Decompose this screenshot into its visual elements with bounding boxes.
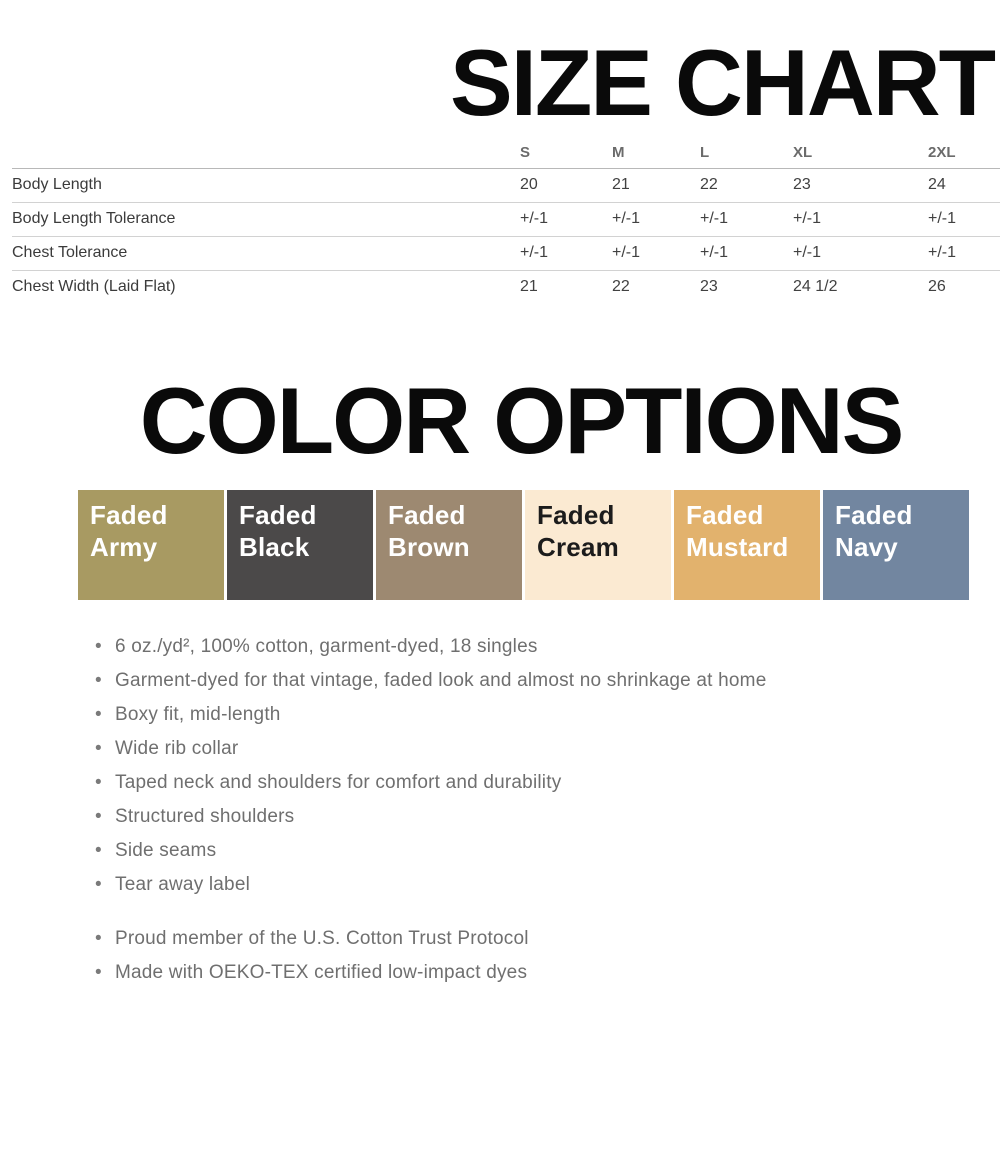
cell-value: +/-1 xyxy=(612,236,700,271)
size-column-header-xl: XL xyxy=(793,138,928,169)
cell-value: +/-1 xyxy=(928,236,1000,271)
cell-value: 22 xyxy=(700,168,793,203)
list-item: Structured shoulders xyxy=(93,800,1000,834)
list-item: 6 oz./yd², 100% cotton, garment-dyed, 18… xyxy=(93,630,1000,664)
cell-value: +/-1 xyxy=(612,202,700,237)
cell-value: 24 xyxy=(928,168,1000,203)
color-options-title: COLOR OPTIONS xyxy=(139,368,905,473)
row-label-body-length-tolerance: Body Length Tolerance xyxy=(12,202,520,237)
list-item: Side seams xyxy=(93,834,1000,868)
list-item: Garment-dyed for that vintage, faded loo… xyxy=(93,664,1000,698)
row-label-chest-width: Chest Width (Laid Flat) xyxy=(12,278,176,296)
cell-value: 20 xyxy=(520,168,612,203)
list-item: Boxy fit, mid-length xyxy=(93,698,1000,732)
cell-value: 26 xyxy=(928,278,946,296)
product-features: 6 oz./yd², 100% cotton, garment-dyed, 18… xyxy=(93,630,1000,990)
cell-value: 24 1/2 xyxy=(793,278,838,296)
color-swatch-faded-brown: Faded Brown xyxy=(376,490,522,600)
cell-value: +/-1 xyxy=(700,202,793,237)
table-row: Chest Tolerance +/-1 +/-1 +/-1 +/-1 +/-1 xyxy=(12,236,1000,271)
row-label-chest-tolerance: Chest Tolerance xyxy=(12,236,520,271)
list-item: Tear away label xyxy=(93,868,1000,902)
cell-value: 21 xyxy=(612,168,700,203)
cell-value: +/-1 xyxy=(520,236,612,271)
cell-value: 22 xyxy=(612,278,630,296)
color-swatch-faded-black: Faded Black xyxy=(227,490,373,600)
color-swatch-faded-cream: Faded Cream xyxy=(525,490,671,600)
size-column-header-m: M xyxy=(612,138,700,169)
cell-value: +/-1 xyxy=(793,202,928,237)
size-column-header-s: S xyxy=(520,138,612,169)
product-details-page: SIZE CHART S M L XL 2XL Body Length 20 2… xyxy=(0,36,1000,1152)
cell-value: +/-1 xyxy=(928,202,1000,237)
list-item: Wide rib collar xyxy=(93,732,1000,766)
list-item: Proud member of the U.S. Cotton Trust Pr… xyxy=(93,922,1000,956)
size-chart-header-row: S M L XL 2XL xyxy=(12,138,1000,169)
color-swatch-faded-navy: Faded Navy xyxy=(823,490,969,600)
size-column-header-l: L xyxy=(700,138,793,169)
table-row: Chest Width (Laid Flat) 21 22 23 24 1/2 … xyxy=(12,270,1000,304)
cell-value: 21 xyxy=(520,278,538,296)
color-swatch-row: Faded Army Faded Black Faded Brown Faded… xyxy=(78,490,970,600)
cell-value: +/-1 xyxy=(700,236,793,271)
table-row: Body Length 20 21 22 23 24 xyxy=(12,168,1000,203)
size-chart-table: S M L XL 2XL Body Length 20 21 22 23 24 … xyxy=(12,138,1000,304)
feature-list-primary: 6 oz./yd², 100% cotton, garment-dyed, 18… xyxy=(93,630,1000,902)
row-label-body-length: Body Length xyxy=(12,168,520,203)
color-swatch-faded-mustard: Faded Mustard xyxy=(674,490,820,600)
list-item: Made with OEKO-TEX certified low-impact … xyxy=(93,956,1000,990)
feature-list-secondary: Proud member of the U.S. Cotton Trust Pr… xyxy=(93,922,1000,990)
cell-value: 23 xyxy=(793,168,928,203)
size-chart-title: SIZE CHART xyxy=(450,30,996,135)
table-row: Body Length Tolerance +/-1 +/-1 +/-1 +/-… xyxy=(12,202,1000,237)
cell-value: +/-1 xyxy=(520,202,612,237)
cell-value: 23 xyxy=(700,278,718,296)
size-column-header-2xl: 2XL xyxy=(928,138,1000,169)
list-item: Taped neck and shoulders for comfort and… xyxy=(93,766,1000,800)
color-swatch-faded-army: Faded Army xyxy=(78,490,224,600)
cell-value: +/-1 xyxy=(793,236,928,271)
size-chart-header-spacer xyxy=(12,138,520,169)
